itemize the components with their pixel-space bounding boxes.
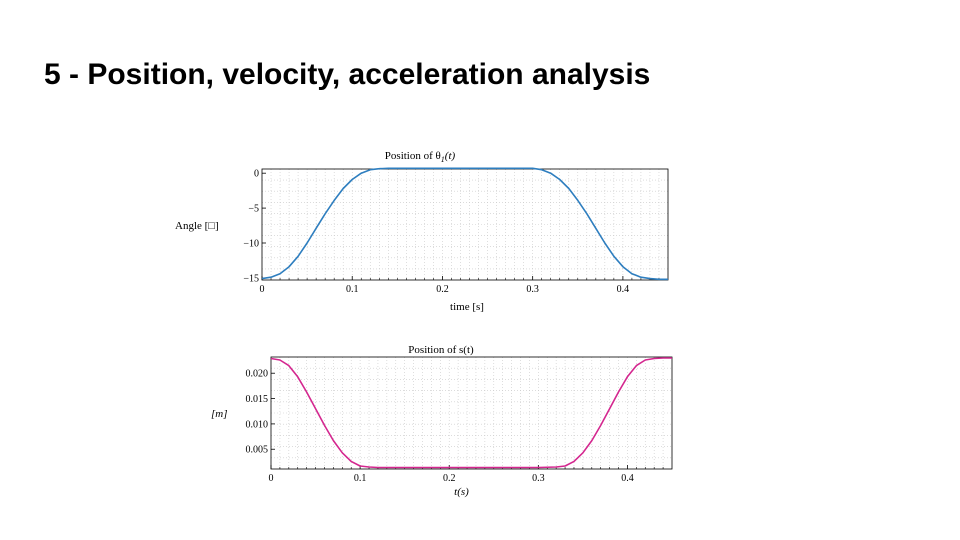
- slide-title: 5 - Position, velocity, acceleration ana…: [44, 58, 651, 91]
- x-tick-label: 0: [260, 284, 265, 295]
- x-tick-label: 0.1: [346, 284, 359, 295]
- y-tick-label: −5: [248, 204, 259, 215]
- chart-title: Position of s(t): [408, 344, 474, 356]
- series-line: [261, 167, 668, 281]
- chart-2: 0 0.1 0.2 0.3 0.4 0.020 0.015 0.010 0.005 Positio…: [211, 344, 673, 498]
- y-tick-label: −10: [243, 239, 259, 250]
- x-tick-label: 0.3: [526, 284, 539, 295]
- chart-title: Position of θ1(t): [385, 150, 456, 164]
- x-tick-label: 0.2: [436, 284, 449, 295]
- y-tick-label: 0.020: [246, 369, 269, 380]
- x-tick-label: 0: [269, 473, 274, 484]
- x-tick-label: 0.4: [617, 284, 630, 295]
- x-axis-label: t(s): [454, 486, 469, 498]
- y-axis-label: Angle [□]: [175, 220, 219, 232]
- y-tick-label: 0: [254, 169, 259, 180]
- series-line: [270, 357, 672, 469]
- y-tick-label: −15: [243, 273, 259, 284]
- y-axis-label: [m]: [211, 408, 228, 420]
- x-tick-label: 0.4: [621, 473, 634, 484]
- chart-1: 0 0.1 0.2 0.3 0.4 0 −5 −10 −15 Position of θ1(t) t…: [175, 150, 669, 313]
- x-tick-label: 0.3: [532, 473, 545, 484]
- plot-frame: [270, 356, 673, 470]
- y-tick-label: 0.010: [246, 419, 269, 430]
- x-tick-label: 0.1: [354, 473, 367, 484]
- y-tick-label: 0.005: [246, 445, 269, 456]
- x-tick-label: 0.2: [443, 473, 456, 484]
- y-tick-label: 0.015: [246, 394, 269, 405]
- x-axis-label: time [s]: [450, 301, 484, 313]
